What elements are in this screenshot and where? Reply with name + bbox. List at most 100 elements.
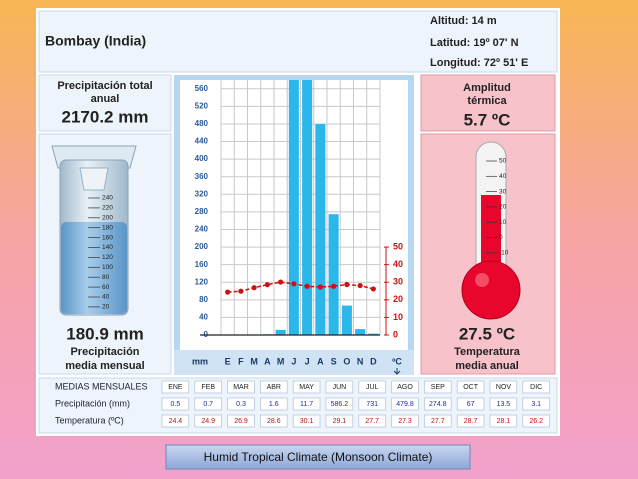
- table-cell: [391, 380, 419, 394]
- temp-cell: 26.2: [529, 418, 543, 425]
- precip-cell: 1.6: [269, 401, 279, 408]
- y-tick-label: 400: [195, 154, 209, 163]
- month-header: DIC: [530, 384, 542, 391]
- gauge-tick-label: 140: [102, 244, 113, 251]
- precip-mean: 180.9 mm: [66, 324, 144, 343]
- precip-cell: 11.7: [300, 401, 313, 408]
- thermometer-tick-label: 20: [499, 204, 507, 211]
- precip-total: 2170.2 mm: [62, 107, 149, 126]
- temperature-point: [344, 281, 350, 288]
- x-tick-label: A: [317, 356, 324, 366]
- precip-cell: 274.8: [429, 401, 447, 408]
- latitude: Latitud: 19º 07' N: [430, 37, 519, 49]
- x-tick-label: E: [225, 356, 231, 366]
- x-tick-label: M: [277, 356, 285, 366]
- table-cell: [391, 397, 419, 411]
- x-tick-label: O: [343, 356, 350, 366]
- table-cell: [522, 380, 550, 394]
- table-cell: [194, 414, 223, 428]
- gauge-tick-label: 240: [102, 195, 113, 202]
- bar: [288, 80, 299, 335]
- temperature-point: [278, 279, 284, 285]
- temp-cell: 27.7: [365, 418, 379, 425]
- x-tick-label: S: [331, 356, 337, 366]
- table-cell: [292, 380, 321, 394]
- thermometer-tick-label: 0: [499, 234, 503, 241]
- row-label: Precipitación (mm): [55, 398, 130, 408]
- temp-cell: 24.4: [169, 418, 183, 425]
- caption: Humid Tropical Climate (Monsoon Climate): [204, 450, 433, 464]
- table-cell: [227, 397, 255, 411]
- temp-mean-label: media anual: [455, 360, 519, 372]
- gauge-tick-label: 180: [102, 224, 113, 231]
- precip-title: anual: [91, 93, 120, 105]
- y2-tick-label: 0: [393, 329, 398, 339]
- table-cell: [423, 397, 452, 411]
- temp-cell: 27.7: [431, 418, 445, 425]
- y2-tick-label: 40: [393, 259, 403, 269]
- altitude: Altitud: 14 m: [430, 15, 497, 27]
- thermometer-tick-label: -10: [499, 250, 509, 257]
- temperature-point: [291, 281, 297, 287]
- table-cell: [456, 414, 485, 428]
- y2-tick-label: 30: [393, 277, 403, 287]
- temperature-point: [357, 282, 363, 289]
- gauge-tick-label: 40: [102, 294, 110, 301]
- gauge-tick-label: 120: [102, 254, 113, 261]
- gauge-tick-label: 220: [102, 205, 113, 212]
- temp-cell: 29.1: [333, 418, 347, 425]
- chart-footer: [174, 350, 414, 375]
- precip-mean-label: Precipitación: [70, 346, 139, 358]
- month-header: JUL: [366, 384, 379, 391]
- y2-tick-label: 20: [393, 294, 403, 304]
- table-cell: [161, 414, 190, 428]
- temperature-point: [317, 284, 323, 290]
- thermometer-tick-label: 10: [499, 219, 507, 226]
- month-header: FEB: [201, 384, 215, 391]
- y-tick-label: 80: [199, 295, 208, 304]
- month-header: NOV: [496, 384, 512, 391]
- table-cell: [456, 397, 485, 411]
- rain-gauge: [51, 145, 137, 316]
- month-header: MAY: [299, 384, 314, 391]
- month-header: JUN: [333, 384, 347, 391]
- table-cell: [489, 380, 518, 394]
- y-unit: mm: [192, 356, 208, 366]
- bar: [341, 305, 352, 335]
- temp-cell: 28.6: [267, 418, 281, 425]
- bar: [315, 124, 326, 335]
- row-label: Temperatura (ºC): [55, 415, 124, 425]
- table-cell: [259, 414, 288, 428]
- y-tick-label: 360: [195, 172, 209, 181]
- temp-mean: 27.5 ºC: [459, 324, 515, 343]
- table-cell: [259, 397, 288, 411]
- table-cell: [391, 414, 419, 428]
- table-cell: [358, 397, 386, 411]
- table-cell: [423, 414, 452, 428]
- amplitude-title: térmica: [467, 95, 507, 107]
- table-cell: [522, 414, 550, 428]
- y-tick-label: 280: [195, 207, 209, 216]
- x-tick-label: N: [357, 356, 364, 366]
- x-tick-label: M: [250, 356, 258, 366]
- table-title: MEDIAS MENSUALES: [55, 381, 148, 391]
- month-header: ABR: [267, 384, 281, 391]
- gauge-tick-label: 100: [102, 264, 113, 271]
- temperature-point: [331, 283, 337, 289]
- precip-cell: 479.8: [396, 401, 414, 408]
- thermometer: [461, 141, 521, 320]
- temp-cell: 27.3: [398, 418, 412, 425]
- y-tick-label: 320: [195, 189, 209, 198]
- table-cell: [292, 414, 321, 428]
- temp-cell: 30.1: [300, 418, 314, 425]
- thermometer-tick-label: 50: [499, 158, 507, 165]
- table-cell: [161, 397, 190, 411]
- table-cell: [456, 380, 485, 394]
- table-cell: [358, 414, 386, 428]
- table-cell: [227, 380, 255, 394]
- table-cell: [489, 397, 518, 411]
- precip-title: Precipitación total: [57, 80, 152, 92]
- precip-total-box: [38, 74, 172, 132]
- header-box: [38, 10, 558, 73]
- temperature-point: [370, 286, 376, 292]
